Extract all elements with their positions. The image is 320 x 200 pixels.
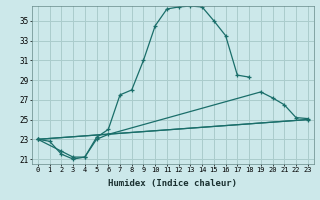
X-axis label: Humidex (Indice chaleur): Humidex (Indice chaleur): [108, 179, 237, 188]
